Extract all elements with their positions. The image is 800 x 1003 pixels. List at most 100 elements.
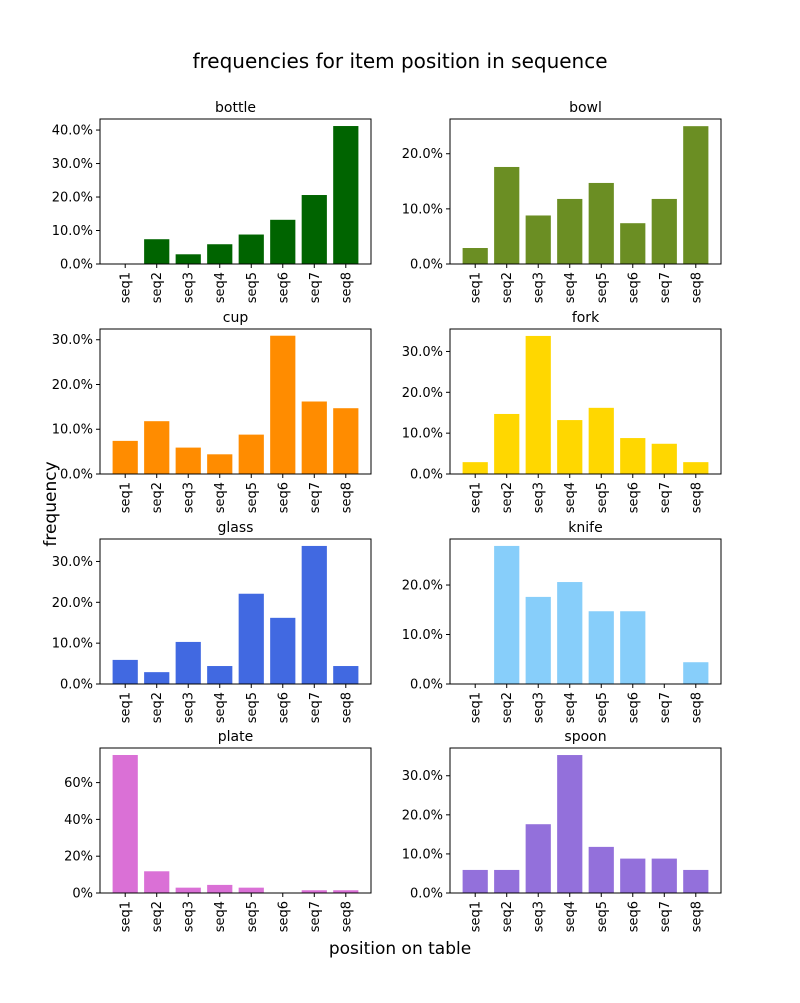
xtick-label-bowl-seq3: seq3: [532, 272, 547, 303]
bar-glass-seq6: [270, 617, 296, 684]
xtick-label-bowl-seq6: seq6: [626, 272, 641, 303]
bar-bowl-seq8: [683, 126, 709, 264]
bar-plate-seq5: [238, 887, 264, 893]
subplot-grid: bottle 0.0% 10.0% 20.0% 30.0% 40.0% seq1 seq2 se…: [52, 100, 722, 932]
ytick-label-glass: 10.0%: [52, 637, 93, 652]
axes-frame-spoon: [449, 747, 722, 894]
bar-cup-seq4: [207, 454, 233, 474]
xtick-label-spoon-seq2: seq2: [500, 901, 515, 932]
bar-plate-seq8: [333, 890, 359, 893]
xtick-label-glass-seq7: seq7: [308, 692, 323, 723]
figure-title: frequencies for item position in sequenc…: [192, 49, 607, 73]
xtick-label-fork-seq6: seq6: [626, 482, 641, 513]
ytick-label-plate: 20%: [64, 850, 93, 865]
xtick-label-bottle-seq4: seq4: [213, 272, 228, 303]
bar-fork-seq6: [620, 438, 646, 474]
xtick-label-plate-seq5: seq5: [245, 901, 260, 932]
xtick-label-spoon-seq3: seq3: [532, 901, 547, 932]
bar-knife-seq3: [525, 596, 551, 684]
xtick-label-knife-seq6: seq6: [626, 692, 641, 723]
bar-glass-seq2: [144, 672, 170, 684]
xtick-label-fork-seq1: seq1: [469, 482, 484, 513]
xtick-label-knife-seq2: seq2: [500, 692, 515, 723]
bar-spoon-seq3: [525, 824, 551, 893]
bar-cup-seq7: [301, 401, 327, 474]
subplot-title-bowl: bowl: [569, 100, 602, 116]
xtick-label-glass-seq3: seq3: [182, 692, 197, 723]
subplot-glass: glass 0.0% 10.0% 20.0% 30.0% seq1 seq2 seq3 seq4…: [52, 520, 372, 723]
xtick-label-glass-seq8: seq8: [339, 692, 354, 723]
bar-bottle-seq8: [333, 126, 359, 264]
bar-plate-seq1: [112, 754, 138, 893]
bar-spoon-seq1: [462, 869, 488, 893]
bar-spoon-seq6: [620, 858, 646, 893]
ytick-label-bottle: 30.0%: [52, 157, 93, 172]
xtick-label-glass-seq5: seq5: [245, 692, 260, 723]
ytick-label-cup: 20.0%: [52, 378, 93, 393]
ytick-label-bowl: 20.0%: [402, 147, 443, 162]
bar-bottle-seq5: [238, 234, 264, 264]
xtick-label-spoon-seq8: seq8: [689, 901, 704, 932]
bar-bowl-seq6: [620, 223, 646, 264]
bar-bottle-seq6: [270, 219, 296, 264]
bar-glass-seq1: [112, 659, 138, 684]
xtick-label-bottle-seq1: seq1: [119, 272, 134, 303]
axes-frame-glass: [99, 538, 372, 685]
axes-frame-knife: [449, 538, 722, 685]
axes-frame-fork: [449, 328, 722, 475]
xtick-label-bowl-seq8: seq8: [689, 272, 704, 303]
bar-fork-seq8: [683, 462, 709, 474]
xtick-label-cup-seq2: seq2: [150, 482, 165, 513]
xtick-label-cup-seq4: seq4: [213, 482, 228, 513]
ytick-label-plate: 40%: [64, 813, 93, 828]
xtick-label-spoon-seq5: seq5: [595, 901, 610, 932]
subplot-title-spoon: spoon: [564, 729, 606, 745]
xtick-label-bottle-seq8: seq8: [339, 272, 354, 303]
xtick-label-spoon-seq6: seq6: [626, 901, 641, 932]
xtick-label-plate-seq2: seq2: [150, 901, 165, 932]
axes-frame-bottle: [99, 118, 372, 265]
subplot-fork: fork 0.0% 10.0% 20.0% 30.0% seq1 seq2 seq3 seq4 s…: [402, 310, 722, 513]
xtick-label-bottle-seq6: seq6: [276, 272, 291, 303]
y-axis-label: frequency: [41, 461, 61, 546]
xtick-label-fork-seq5: seq5: [595, 482, 610, 513]
xtick-label-fork-seq2: seq2: [500, 482, 515, 513]
bar-fork-seq4: [557, 420, 583, 474]
xtick-label-plate-seq3: seq3: [182, 901, 197, 932]
bar-bottle-seq3: [175, 254, 201, 264]
bar-knife-seq8: [683, 662, 709, 684]
xtick-label-fork-seq8: seq8: [689, 482, 704, 513]
subplot-bottle: bottle 0.0% 10.0% 20.0% 30.0% 40.0% seq1 seq2 se…: [52, 100, 372, 303]
ytick-label-glass: 20.0%: [52, 596, 93, 611]
xtick-label-fork-seq7: seq7: [658, 482, 673, 513]
xtick-label-knife-seq4: seq4: [563, 692, 578, 723]
bar-knife-seq5: [588, 611, 614, 684]
ytick-label-spoon: 10.0%: [402, 847, 443, 862]
ytick-label-fork: 30.0%: [402, 345, 443, 360]
bar-cup-seq8: [333, 408, 359, 474]
xtick-label-cup-seq6: seq6: [276, 482, 291, 513]
bar-spoon-seq5: [588, 846, 614, 893]
subplot-knife: knife 0.0% 10.0% 20.0% seq1 seq2 seq3 seq4 seq5 s…: [402, 520, 722, 723]
xtick-label-bowl-seq7: seq7: [658, 272, 673, 303]
subplot-title-cup: cup: [223, 310, 249, 326]
bar-spoon-seq2: [494, 869, 520, 893]
ytick-label-spoon: 20.0%: [402, 808, 443, 823]
xtick-label-cup-seq3: seq3: [182, 482, 197, 513]
subplot-cup: cup 0.0% 10.0% 20.0% 30.0% seq1 seq2 seq3 seq4 se…: [52, 310, 372, 513]
xtick-label-bowl-seq5: seq5: [595, 272, 610, 303]
xtick-label-bottle-seq2: seq2: [150, 272, 165, 303]
xtick-label-cup-seq7: seq7: [308, 482, 323, 513]
subplot-spoon: spoon 0.0% 10.0% 20.0% 30.0% seq1 seq2 seq3 seq4…: [402, 729, 722, 932]
xtick-label-glass-seq2: seq2: [150, 692, 165, 723]
bar-fork-seq2: [494, 413, 520, 474]
ytick-label-spoon: 0.0%: [410, 887, 443, 902]
bar-bowl-seq1: [462, 248, 488, 264]
xtick-label-spoon-seq7: seq7: [658, 901, 673, 932]
subplot-title-bottle: bottle: [215, 100, 256, 116]
xtick-label-fork-seq3: seq3: [532, 482, 547, 513]
bar-cup-seq1: [112, 440, 138, 474]
xtick-label-glass-seq4: seq4: [213, 692, 228, 723]
ytick-label-bottle: 20.0%: [52, 191, 93, 206]
xtick-label-plate-seq6: seq6: [276, 901, 291, 932]
